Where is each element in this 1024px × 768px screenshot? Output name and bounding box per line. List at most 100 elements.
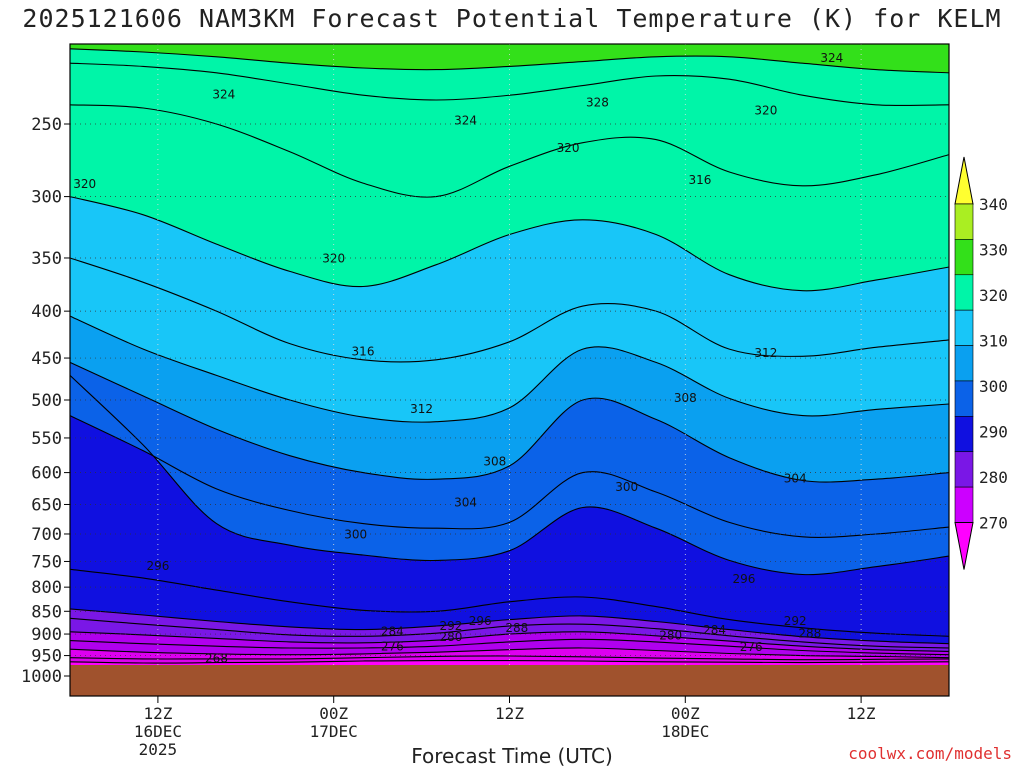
isentrope-268 [69,659,950,664]
colorbar-label-330: 330 [979,241,1008,260]
colorbar-segment [954,239,974,276]
colorbar-segment [954,345,974,382]
colorbar-segment [954,416,974,453]
isentrope-324 [69,104,950,198]
x-axis-title: Forecast Time (UTC) [411,744,613,768]
y-tick-label-900: 900 [31,625,62,645]
isentrope-312 [69,315,950,423]
isentrope-328 [69,62,950,107]
contour-label: 280 [439,630,462,644]
colorbar-label-340: 340 [979,195,1008,214]
colorbar-arrow-top [954,156,974,205]
contour-label: 296 [469,614,492,628]
colorbar-segment [954,486,974,523]
y-tick-label-550: 550 [31,429,62,449]
contour-label: 324 [454,113,477,127]
isentrope-304 [69,415,950,538]
y-tick-label-650: 650 [31,495,62,515]
colorbar: 340 330 320 310 300 290 280 270 [954,156,1008,570]
colorbar-label-300: 300 [979,377,1008,396]
contour-label: 324 [820,51,843,65]
y-tick-label-800: 800 [31,578,62,598]
y-tick-label-600: 600 [31,464,62,484]
isentrope-288 [69,617,950,649]
contour-label: 316 [352,344,375,358]
contour-label: 292 [784,614,807,628]
x-tick-label: 12Z [143,704,172,723]
contour-label: 268 [205,651,228,665]
contour-label: 320 [73,177,96,191]
contour-label: 308 [674,391,697,405]
contour-label: 320 [754,104,777,118]
y-tick-label-250: 250 [31,115,62,135]
contour-label: 316 [688,173,711,187]
colorbar-label-270: 270 [979,514,1008,533]
fill-band-332 [70,44,949,73]
contour-label: 288 [505,621,528,635]
contour-label: 312 [754,346,777,360]
y-tick-label-1000: 1000 [21,667,62,687]
contour-label: 308 [483,454,506,468]
x-tick-label: 00Z [319,704,348,723]
x-tick-label: 00Z [671,704,700,723]
contour-label: 288 [798,627,821,641]
y-tick-label-750: 750 [31,552,62,572]
colorbar-segment [954,380,974,417]
x-tick-label: 16DEC [134,722,182,741]
colorbar-label-280: 280 [979,468,1008,487]
colorbar-segment [954,203,974,240]
contour-label: 296 [146,559,169,573]
contour-label: 292 [439,619,462,633]
contour-label: 276 [381,640,404,654]
y-tick-label-350: 350 [31,249,62,269]
contour-label: 304 [784,472,807,486]
contour-label: 320 [322,252,345,266]
isentrope-272 [69,655,950,661]
credit-watermark: coolwx.com/models [848,744,1012,763]
colorbar-label-290: 290 [979,423,1008,442]
colorbar-arrow-bottom [954,522,974,570]
isentrope-280 [69,638,950,656]
contour-label: 300 [615,480,638,494]
y-tick-label-950: 950 [31,647,62,667]
y-tick-label-300: 300 [31,188,62,208]
gridlines [70,44,949,665]
contour-label: 304 [454,496,477,510]
contour-label: 300 [344,528,367,542]
isentrope-lines [69,48,950,664]
contour-label: 284 [381,624,404,638]
chart-title: 2025121606 NAM3KM Forecast Potential Tem… [22,4,1002,33]
colorbar-label-320: 320 [979,286,1008,305]
contour-label: 296 [732,572,755,586]
contour-label: 324 [212,88,235,102]
y-tick-label-500: 500 [31,391,62,411]
colorbar-segment [954,274,974,311]
y-tick-label-400: 400 [31,302,62,322]
isentrope-296 [69,568,950,637]
contour-label: 320 [557,141,580,155]
ground-below-surface [70,665,949,696]
x-tick-label: 17DEC [310,722,358,741]
y-tick-label-450: 450 [31,349,62,369]
colorbar-label-310: 310 [979,332,1008,351]
contour-label: 312 [410,402,433,416]
colorbar-segment [954,309,974,346]
y-axis: 250 300 350 400 450 500 550 600 650 700 750 800 850 9… [21,115,70,687]
y-tick-label-850: 850 [31,602,62,622]
contour-label: 328 [586,96,609,110]
x-tick-label: 18DEC [661,722,709,741]
isentrope-316 [69,257,950,363]
x-tick-label: 12Z [495,704,524,723]
x-tick-label: 2025 [139,740,178,759]
contour-labels: 324 324 328 324 320 320 320 320 316 316 312 312 308 3… [73,51,843,666]
y-tick-label-700: 700 [31,525,62,545]
isentrope-300 [69,375,950,576]
colorbar-segment [954,451,974,488]
contour-label: 284 [703,623,726,637]
contour-label: 276 [740,640,763,654]
x-tick-label: 12Z [847,704,876,723]
isentrope-332 [69,48,950,74]
contour-label: 280 [659,628,682,642]
